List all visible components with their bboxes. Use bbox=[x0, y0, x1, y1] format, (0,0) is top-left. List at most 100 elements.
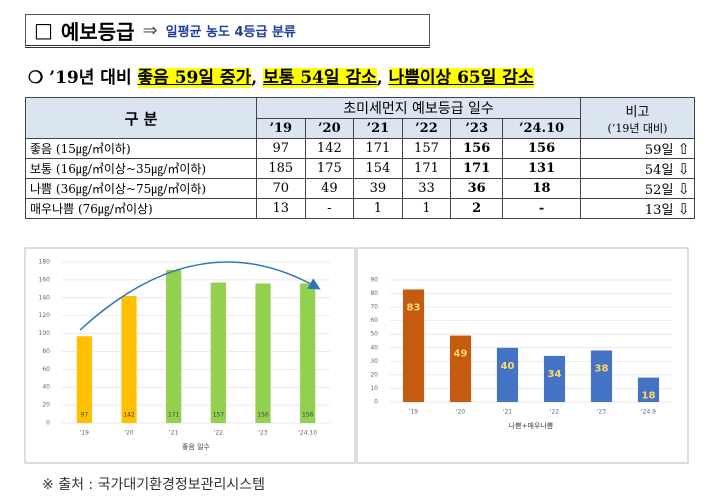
summary-item: 좋음 59일 증가 bbox=[137, 68, 252, 88]
value-cell: - bbox=[502, 198, 581, 219]
header-cell: 비고 (’19년 대비) bbox=[580, 97, 695, 139]
table-row: 보통 (16㎍/㎥이상~35㎍/㎥이하) 185 175 154 171 171 131 54… bbox=[25, 158, 695, 179]
bar bbox=[121, 295, 137, 423]
x-tick-label: '22 bbox=[550, 409, 559, 416]
header-row: ’19’20’21’22’23’24.10 bbox=[26, 118, 695, 139]
x-tick-label: '24.10 bbox=[298, 430, 317, 437]
value-cell: 171 bbox=[353, 138, 403, 159]
x-tick-label: '20 bbox=[124, 430, 133, 437]
value-cell: 154 bbox=[353, 158, 403, 179]
y-tick-label: 140 bbox=[39, 294, 51, 301]
remark: 54일 bbox=[644, 163, 674, 178]
remark-arrow: ⇩ bbox=[677, 160, 690, 178]
value-cell: 97 bbox=[256, 138, 306, 159]
header: □ 예보등급 ⇒ 일평균 농도 4등급 분류 bbox=[25, 14, 430, 48]
y-tick-label: 0 bbox=[374, 399, 378, 406]
data-label: 38 bbox=[595, 363, 609, 374]
row-label: 나쁨 (36㎍/㎥이상~75㎍/㎥이하) bbox=[25, 178, 257, 199]
x-tick-label: '21 bbox=[503, 409, 512, 416]
value-cell: 49 bbox=[304, 178, 355, 199]
table: 구 분 초미세먼지 예보등급 일수 비고 (’19년 대비) ’19’20’21’22’… bbox=[25, 97, 695, 219]
bar bbox=[496, 347, 519, 402]
data-label: 18 bbox=[642, 391, 656, 402]
value-cell: 171 bbox=[450, 158, 504, 179]
y-tick-label: 120 bbox=[39, 312, 51, 319]
remark-cell: 13일 ⇩ bbox=[580, 198, 695, 219]
source-mark: ※ bbox=[42, 477, 54, 493]
value-cell: 171 bbox=[401, 158, 452, 179]
value-cell: 70 bbox=[256, 178, 306, 199]
y-tick-label: 60 bbox=[370, 317, 378, 324]
row-label: 매우나쁨 (76㎍/㎥이상) bbox=[25, 198, 257, 219]
bar bbox=[590, 350, 613, 402]
data-label: 171 bbox=[168, 412, 180, 419]
row-label: 보통 (16㎍/㎥이상~35㎍/㎥이하) bbox=[25, 158, 257, 179]
data-label: 83 bbox=[407, 302, 421, 313]
remark-arrow: ⇩ bbox=[677, 200, 690, 218]
data-label: 156 bbox=[302, 412, 314, 419]
value-cell: - bbox=[304, 198, 355, 219]
table-row: 매우나쁨 (76㎍/㎥이상) 13-1 1 2-13일 ⇩ bbox=[25, 198, 695, 219]
y-tick-label: 30 bbox=[370, 358, 378, 365]
bar bbox=[449, 335, 472, 402]
summary-item: 나쁨이상 65일 감소 bbox=[388, 68, 534, 88]
header-cell: 구 분 bbox=[25, 97, 257, 139]
value-cell: 157 bbox=[401, 138, 452, 159]
header-cell: 초미세먼지 예보등급 일수 bbox=[256, 97, 581, 119]
y-tick-label: 20 bbox=[42, 402, 50, 409]
separator: , bbox=[251, 68, 258, 88]
y-tick-label: 80 bbox=[370, 290, 378, 297]
bar bbox=[76, 336, 92, 423]
separator: , bbox=[376, 68, 383, 88]
row-label: 좋음 (15㎍/㎥이하) bbox=[25, 138, 257, 159]
summary: ❍ ’19년 대비 좋음 59일 증가, 보통 54일 감소, 나쁨이상 65일… bbox=[28, 63, 534, 88]
year-cell: ’21 bbox=[353, 118, 403, 139]
data-label: 34 bbox=[548, 369, 562, 380]
value-cell: 39 bbox=[353, 178, 403, 199]
y-tick-label: 90 bbox=[370, 277, 378, 284]
y-tick-label: 100 bbox=[39, 330, 51, 337]
header-subtitle: 일평균 농도 4등급 분류 bbox=[165, 24, 296, 40]
value-cell: 156 bbox=[450, 138, 504, 159]
year-cell: ’22 bbox=[401, 118, 452, 139]
header-text: (’19년 대비) bbox=[607, 121, 668, 135]
data-label: 49 bbox=[454, 349, 468, 360]
y-tick-label: 40 bbox=[42, 384, 50, 391]
x-tick-label: '19 bbox=[409, 409, 418, 416]
value-cell: 131 bbox=[502, 158, 581, 179]
remark-cell: 52일 ⇩ bbox=[580, 178, 695, 199]
header-title: 예보등급 bbox=[60, 19, 135, 44]
y-tick-label: 40 bbox=[370, 344, 378, 351]
header-arrow: ⇒ bbox=[142, 19, 158, 41]
remark-cell: 54일 ⇩ bbox=[580, 158, 695, 179]
data-label: 142 bbox=[123, 412, 135, 419]
remark: 13일 bbox=[644, 203, 674, 218]
source-text: 출처 : 국가대기환경정보관리시스템 bbox=[58, 477, 266, 493]
remark: 59일 bbox=[644, 143, 674, 158]
value-cell: 175 bbox=[304, 158, 355, 179]
bullet: ❍ bbox=[28, 68, 44, 88]
bar bbox=[210, 282, 226, 423]
x-axis-label: 좋음 일수 bbox=[182, 442, 211, 451]
data-label: 156 bbox=[257, 412, 269, 419]
value-cell: 156 bbox=[502, 138, 581, 159]
summary-item: 보통 54일 감소 bbox=[263, 68, 377, 88]
y-tick-label: 180 bbox=[39, 259, 51, 266]
remark-arrow: ⇧ bbox=[677, 140, 690, 158]
table-row: 나쁨 (36㎍/㎥이상~75㎍/㎥이하) 70 49 39 33 36 18 52일 ⇩ bbox=[25, 178, 695, 199]
value-cell: 36 bbox=[450, 178, 504, 199]
value-cell: 142 bbox=[304, 138, 355, 159]
bar bbox=[543, 355, 566, 402]
value-cell: 33 bbox=[401, 178, 452, 199]
y-tick-label: 0 bbox=[46, 420, 50, 427]
table-row: 좋음 (15㎍/㎥이하) 97 142 171 157 156 156 59일 ⇧ bbox=[25, 138, 695, 159]
x-tick-label: '24.9 bbox=[641, 409, 656, 416]
value-cell: 13 bbox=[256, 198, 306, 219]
x-tick-label: '22 bbox=[214, 430, 223, 437]
y-tick-label: 160 bbox=[39, 276, 51, 283]
x-tick-label: '20 bbox=[456, 409, 465, 416]
remark: 52일 bbox=[644, 183, 674, 198]
y-tick-label: 10 bbox=[370, 385, 378, 392]
